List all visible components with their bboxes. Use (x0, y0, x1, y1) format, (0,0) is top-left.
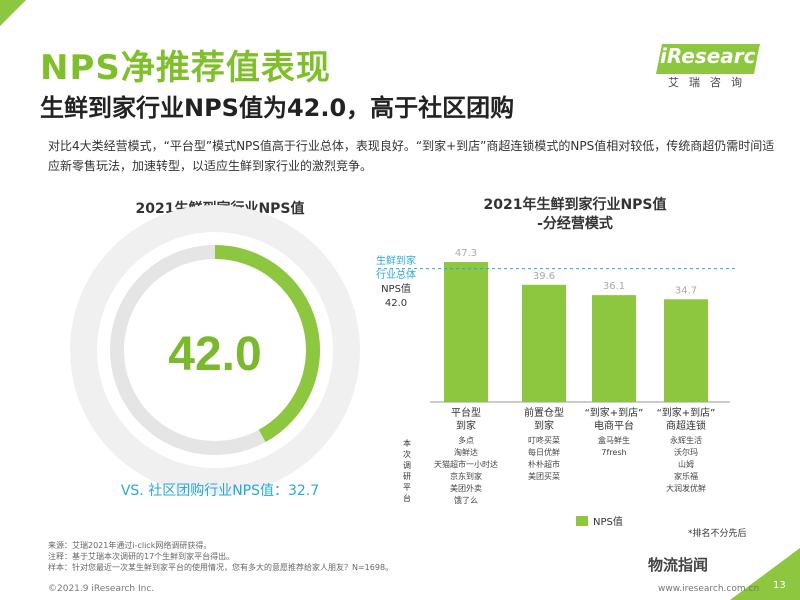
gauge-comparison: VS. 社区团购行业NPS值：32.7 (120, 483, 320, 499)
footnote-sample: 样本：针对您最近一次某生鲜到家平台的使用情况，您有多大的意愿推荐给家人朋友？N=… (48, 563, 394, 572)
wechat-watermark: 物流指闻 (648, 556, 709, 574)
copyright: ©2021.9 iResearch Inc. (48, 584, 155, 594)
platform-name: 盒马鲜生 (598, 435, 630, 445)
reference-label-line-3: NPS值 (381, 282, 411, 295)
bar-4 (664, 299, 708, 402)
rank-note: *排名不分先后 (688, 529, 747, 539)
page-description: 对比4大类经营模式，“平台型”模式NPS值高于行业总体，表现良好。“到家+到店”… (48, 139, 775, 173)
platform-name: 永辉生活 (670, 435, 702, 445)
side-label-char: 调 (403, 461, 411, 470)
footnote-remark: 注释：基于艾瑞本次调研的17个生鲜到家平台得出。 (48, 552, 235, 561)
side-label-char: 台 (403, 493, 411, 503)
side-label-char: 次 (403, 449, 411, 459)
page-subtitle: 生鲜到家行业NPS值为42.0，高于社区团购 (40, 94, 515, 122)
category-label-4: 商超连锁 (666, 419, 706, 432)
platform-name: 美团外卖 (450, 483, 482, 493)
corner-triangle-top (0, 0, 26, 26)
footnotes: 来源：艾瑞2021年通过i-click网络调研获得。 注释：基于艾瑞本次调研的1… (48, 540, 393, 573)
chart-title-text: 2021年生鲜到家行业NPS值 -分经营模式 (483, 197, 667, 232)
gauge-value-arc (214, 245, 320, 443)
page-title: NPS净推荐值表现 (40, 48, 331, 88)
gauge-value-text: 42.0 (168, 328, 261, 381)
category-label-1: 到家 (456, 419, 476, 432)
bar-1 (444, 261, 488, 402)
platform-name: 朴朴超市 (528, 459, 560, 469)
reference-label-line-2: 行业总体 (376, 268, 416, 281)
platform-name: 美团买菜 (528, 471, 560, 481)
platform-name: 山姆 (678, 459, 694, 469)
category-label-1: 平台型 (451, 406, 481, 419)
category-label-3: 电商平台 (594, 419, 634, 432)
category-label-2: 到家 (534, 419, 554, 432)
platform-name: 大润发优鲜 (666, 483, 706, 493)
platform-name: 淘鲜达 (454, 447, 478, 457)
bar-value-label-2: 39.6 (533, 271, 555, 282)
platform-name: 天猫超市一小时达 (434, 459, 498, 469)
bar-value-label-1: 47.3 (455, 248, 477, 259)
bar-value-label-4: 34.7 (675, 285, 697, 296)
platform-name: 多点 (458, 435, 474, 445)
side-label-char: 本 (403, 438, 411, 448)
logo-sub-text: 艾瑞咨询 (668, 76, 752, 89)
gauge-inner-disc (97, 232, 333, 468)
logo-main-text: iResearch (660, 44, 770, 68)
platform-name: 京东到家 (450, 471, 482, 481)
legend-swatch (576, 516, 588, 526)
footnote-source: 来源：艾瑞2021年通过i-click网络调研获得。 (48, 541, 212, 550)
bar-2 (522, 284, 566, 402)
corner-triangle-bottom (730, 548, 800, 600)
bar-3 (592, 295, 636, 402)
page-number: 13 (773, 580, 786, 591)
side-label-char: 平 (403, 483, 411, 492)
platform-name: 沃尔玛 (674, 447, 698, 457)
logo-banner (656, 44, 760, 74)
side-label-char: 研 (403, 472, 411, 481)
bar-value-label-3: 36.1 (603, 281, 625, 292)
platform-name: 家乐福 (674, 471, 698, 481)
platform-name: 7fresh (601, 448, 626, 457)
chart-title: 2021年生鲜到家行业NPS值 -分经营模式 (420, 196, 730, 234)
site-url: www.iresearch.com.cn (658, 584, 760, 594)
iresearch-logo: iResearch 艾瑞咨询 (660, 40, 770, 90)
reference-label-line-4: 42.0 (385, 298, 407, 309)
reference-label-line-1: 生鲜到家 (376, 254, 416, 267)
platform-name: 饿了么 (454, 495, 478, 505)
category-label-2: 前置仓型 (524, 406, 564, 419)
category-label-4: “到家+到店” (657, 406, 716, 419)
platform-name: 叮咚买菜 (528, 435, 560, 445)
legend-label: NPS值 (593, 515, 623, 528)
category-label-3: “到家+到店” (585, 406, 644, 419)
platform-name: 每日优鲜 (528, 447, 560, 457)
